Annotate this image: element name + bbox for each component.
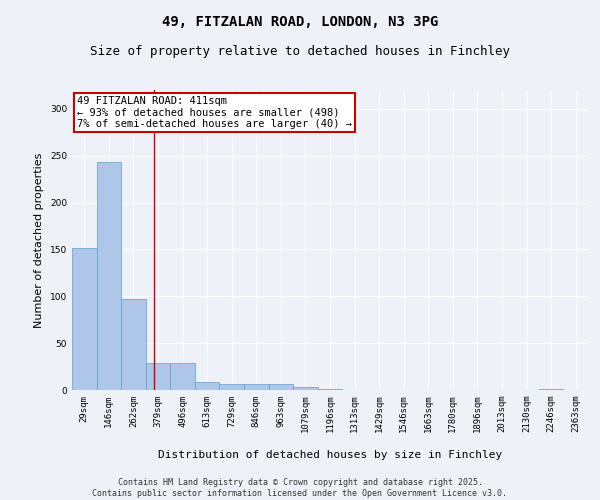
Bar (318, 389, 342, 390)
Bar (539, 389, 563, 390)
Text: Contains HM Land Registry data © Crown copyright and database right 2025.
Contai: Contains HM Land Registry data © Crown c… (92, 478, 508, 498)
Bar (220, 384, 244, 390)
Text: 49 FITZALAN ROAD: 411sqm
← 93% of detached houses are smaller (498)
7% of semi-d: 49 FITZALAN ROAD: 411sqm ← 93% of detach… (77, 96, 352, 129)
Bar (170, 363, 195, 390)
Text: Distribution of detached houses by size in Finchley: Distribution of detached houses by size … (158, 450, 502, 460)
Bar (121, 299, 146, 390)
Bar (72, 248, 97, 390)
Text: Size of property relative to detached houses in Finchley: Size of property relative to detached ho… (90, 45, 510, 58)
Bar (244, 384, 269, 390)
Bar (269, 384, 293, 390)
Text: 49, FITZALAN ROAD, LONDON, N3 3PG: 49, FITZALAN ROAD, LONDON, N3 3PG (162, 15, 438, 29)
Bar (146, 363, 170, 390)
Bar (293, 387, 318, 390)
Bar (97, 162, 121, 390)
Y-axis label: Number of detached properties: Number of detached properties (34, 152, 44, 328)
Bar (195, 382, 220, 390)
